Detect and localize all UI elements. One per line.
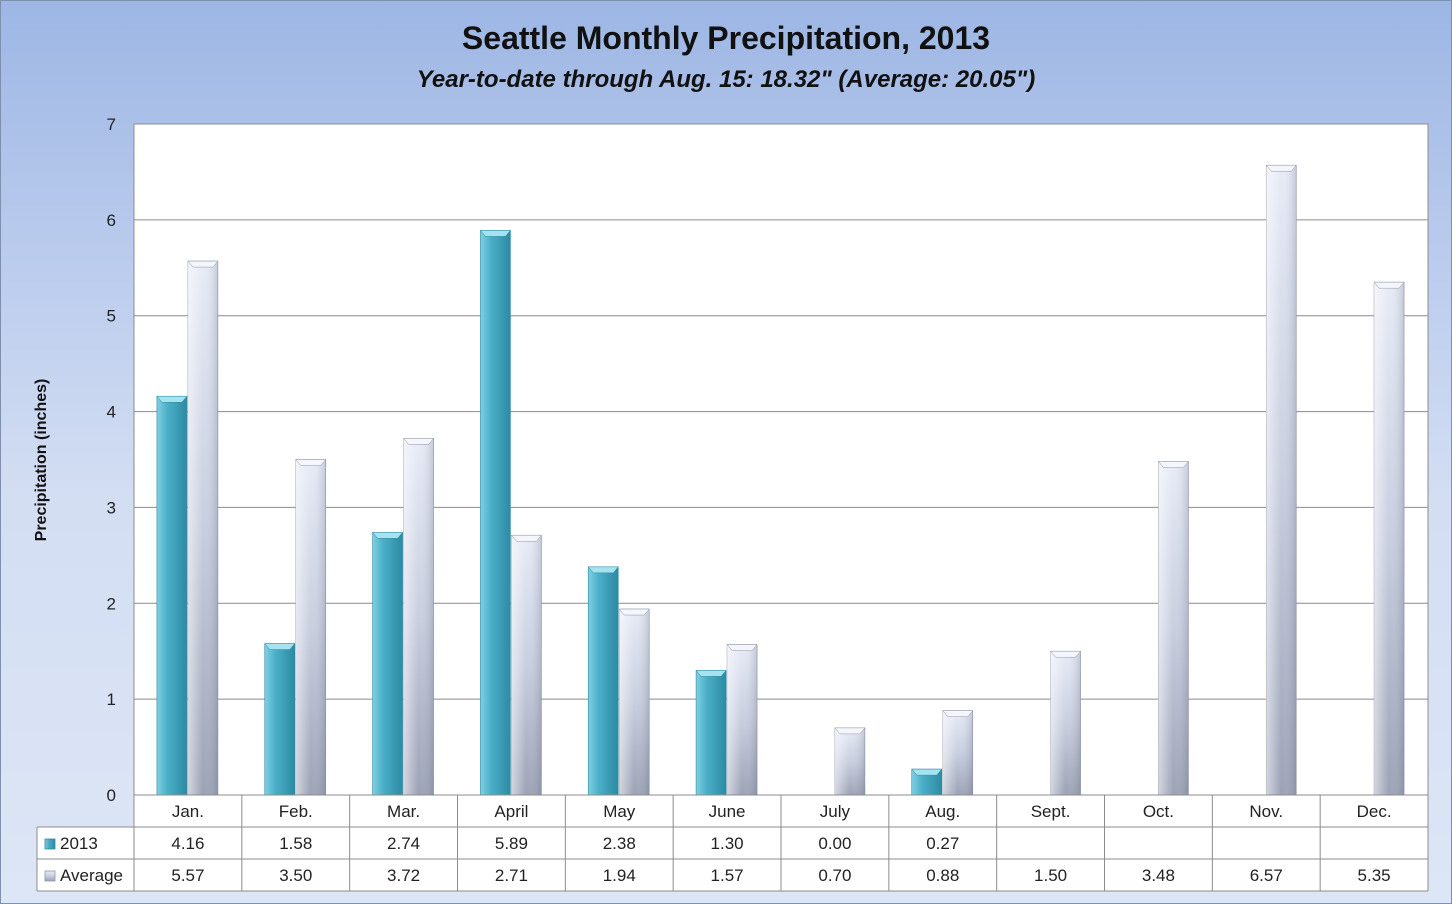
data-label: 0.27 <box>926 834 959 853</box>
bar-average-shade <box>727 644 758 795</box>
x-tick-label: Oct. <box>1143 802 1174 821</box>
y-tick-label: 2 <box>107 594 116 613</box>
data-label: 4.16 <box>171 834 204 853</box>
y-tick-label: 7 <box>107 115 116 134</box>
data-label: 3.72 <box>387 866 420 885</box>
data-label: 0.00 <box>818 834 851 853</box>
x-tick-label: Dec. <box>1357 802 1392 821</box>
data-label: 1.58 <box>279 834 312 853</box>
bar-average-cap <box>726 644 758 651</box>
bar-average-shade <box>619 609 650 795</box>
bar-2013-cap <box>479 230 511 237</box>
bar-2013 <box>480 230 511 796</box>
bar-average-cap <box>1373 281 1405 289</box>
data-label: 5.35 <box>1358 866 1391 885</box>
y-tick-label: 3 <box>107 498 116 517</box>
legend-key-2013 <box>44 838 56 850</box>
data-label: 3.50 <box>279 866 312 885</box>
plot-area <box>133 123 1429 796</box>
data-label: 2.71 <box>495 866 528 885</box>
data-label: 1.94 <box>603 866 636 885</box>
y-tick-label: 1 <box>107 690 116 709</box>
bar-2013-cap <box>587 566 619 574</box>
bar-average-shade <box>295 459 326 795</box>
bar-average-cap <box>510 534 542 542</box>
bar-average-shade <box>1374 282 1405 795</box>
data-label: 2.74 <box>387 834 420 853</box>
y-tick-label: 5 <box>107 307 116 326</box>
bar-2013 <box>695 670 727 796</box>
x-tick-label: July <box>820 802 851 821</box>
bar-2013-cap <box>911 768 943 776</box>
bar-average-cap <box>1050 650 1082 658</box>
x-tick-label: Aug. <box>925 802 960 821</box>
x-tick-label: Sept. <box>1031 802 1071 821</box>
x-tick-label: April <box>494 802 528 821</box>
chart-subtitle: Year-to-date through Aug. 15: 18.32" (Av… <box>416 66 1036 93</box>
x-tick-label: Nov. <box>1249 802 1283 821</box>
legend-label-average: Average <box>60 866 123 885</box>
chart-title: Seattle Monthly Precipitation, 2013 <box>461 20 991 56</box>
x-tick-label: Feb. <box>279 802 313 821</box>
bar-2013 <box>156 395 188 796</box>
data-label: 5.89 <box>495 834 528 853</box>
bar-2013-cap <box>264 643 296 650</box>
bar-2013-cap <box>372 532 404 539</box>
y-tick-label: 6 <box>107 211 116 230</box>
bar-2013-cap <box>156 395 188 403</box>
data-label: 1.30 <box>711 834 744 853</box>
data-label: 1.57 <box>711 866 744 885</box>
data-label: 0.70 <box>818 866 851 885</box>
bar-average-shade <box>403 438 434 795</box>
bar-average-shade <box>942 710 973 795</box>
bar-2013-cap <box>695 670 727 677</box>
x-tick-label: Jan. <box>172 802 204 821</box>
data-label: 6.57 <box>1250 866 1283 885</box>
bar-average-shade <box>511 535 542 795</box>
x-tick-label: Mar. <box>387 802 420 821</box>
bar-2013 <box>372 532 403 796</box>
data-label: 0.88 <box>926 866 959 885</box>
data-label: 5.57 <box>171 866 204 885</box>
y-tick-label: 0 <box>107 786 116 805</box>
bar-average-cap <box>403 438 435 445</box>
data-label: 3.48 <box>1142 866 1175 885</box>
bar-average-cap <box>618 608 650 616</box>
bar-average-cap <box>942 710 974 717</box>
bar-average-shade <box>1050 651 1081 795</box>
bar-average-cap <box>187 260 219 268</box>
data-label: 2.38 <box>603 834 636 853</box>
legend-key-average <box>44 870 56 882</box>
x-tick-label: May <box>603 802 636 821</box>
bar-average-cap <box>1265 164 1297 172</box>
bar-2013 <box>587 566 619 796</box>
bar-average-cap <box>295 459 327 466</box>
bar-average-shade <box>834 727 865 795</box>
y-tick-label: 4 <box>107 403 116 422</box>
bar-2013 <box>264 643 296 796</box>
bar-average-shade <box>1266 165 1297 795</box>
bar-average-shade <box>1158 461 1189 795</box>
bar-average-cap <box>1157 461 1189 468</box>
data-label: 1.50 <box>1034 866 1067 885</box>
legend-label-2013: 2013 <box>60 834 98 853</box>
bar-average-shade <box>187 261 218 796</box>
bar-average-cap <box>834 727 866 735</box>
x-tick-label: June <box>709 802 746 821</box>
